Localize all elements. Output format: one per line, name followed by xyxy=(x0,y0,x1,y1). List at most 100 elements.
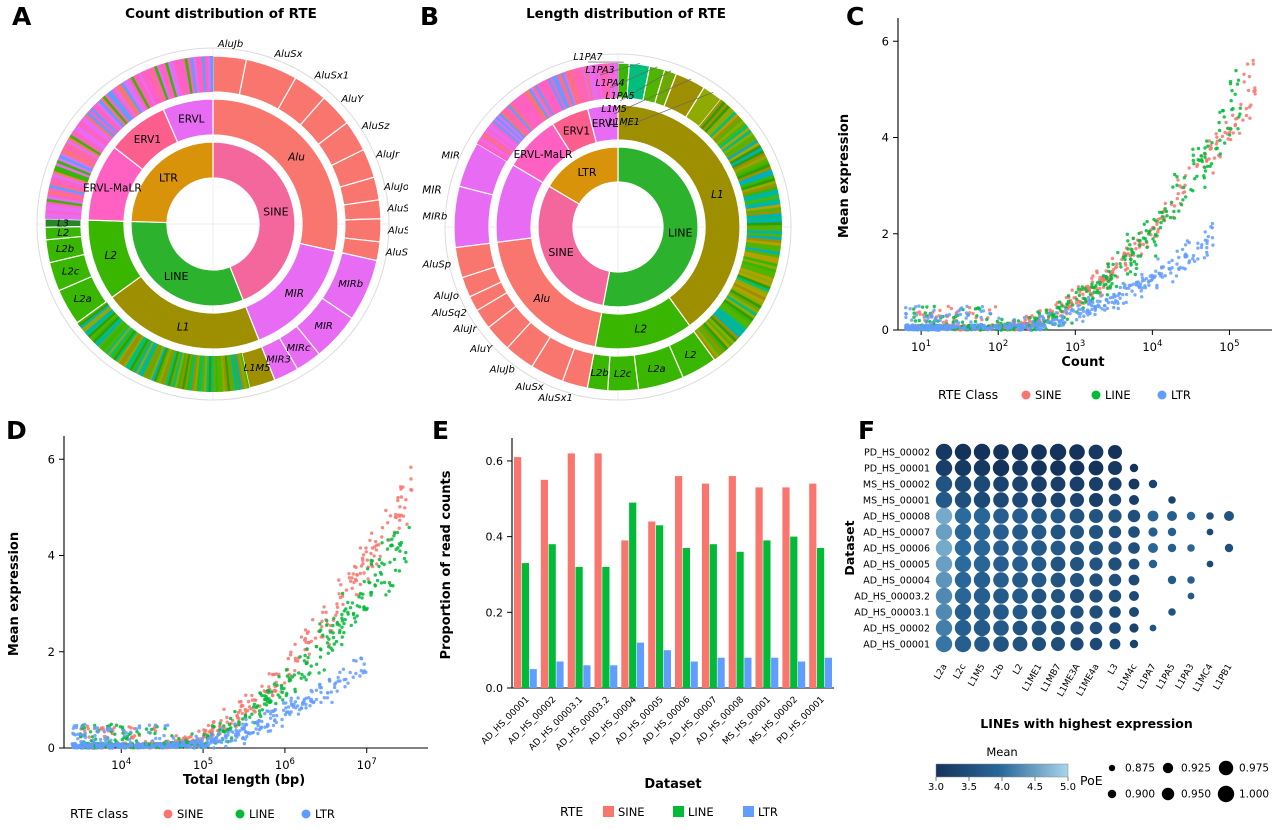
svg-text:ERVL: ERVL xyxy=(592,118,619,130)
svg-text:Total length (bp): Total length (bp) xyxy=(183,773,305,788)
svg-text:AluJb: AluJb xyxy=(489,364,515,375)
svg-text:103: 103 xyxy=(1065,339,1085,354)
svg-text:LINE: LINE xyxy=(668,226,693,239)
svg-text:Count: Count xyxy=(1061,355,1104,370)
svg-text:AluJo: AluJo xyxy=(433,291,459,302)
svg-text:Dataset: Dataset xyxy=(644,777,701,792)
svg-text:L1PA4: L1PA4 xyxy=(595,78,624,89)
svg-text:Dataset: Dataset xyxy=(842,520,857,575)
svg-text:SINE: SINE xyxy=(1035,388,1062,402)
svg-text:ERV1: ERV1 xyxy=(134,134,161,146)
svg-text:LTR: LTR xyxy=(315,807,335,821)
svg-text:MIRc: MIRc xyxy=(286,343,311,354)
svg-text:AD_HS_00002: AD_HS_00002 xyxy=(507,695,559,747)
svg-text:AluSp: AluSp xyxy=(387,226,408,237)
svg-text:0.975: 0.975 xyxy=(1239,763,1269,775)
panel-a-count-distribution-sunburst: Count distribution of RTE SINE LINE LTR Alu M… xyxy=(36,6,408,401)
svg-text:AluSq2: AluSq2 xyxy=(386,204,408,215)
svg-text:SINE: SINE xyxy=(177,807,204,821)
svg-text:LINE: LINE xyxy=(249,807,275,821)
svg-text:L2: L2 xyxy=(104,250,117,262)
svg-text:2: 2 xyxy=(882,227,889,241)
svg-text:104: 104 xyxy=(111,757,131,772)
svg-text:L2b: L2b xyxy=(990,662,1007,681)
svg-text:AluSz: AluSz xyxy=(361,121,390,132)
panel-f-line-expression-dotplot: PD_HS_00002 PD_HS_00001 MS_HS_00002 MS_HS_0… xyxy=(842,443,1269,803)
svg-text:AD_HS_00005: AD_HS_00005 xyxy=(863,560,930,571)
svg-text:AluSq2: AluSq2 xyxy=(431,308,467,319)
svg-text:AD_HS_00001: AD_HS_00001 xyxy=(863,640,930,651)
svg-text:102: 102 xyxy=(988,339,1008,354)
svg-text:LTR: LTR xyxy=(578,166,597,179)
svg-text:L1M5: L1M5 xyxy=(244,363,271,374)
svg-text:L2a: L2a xyxy=(648,364,666,375)
svg-text:6: 6 xyxy=(882,34,889,48)
panel-letter-a: A xyxy=(12,2,32,31)
svg-text:L1PA5: L1PA5 xyxy=(605,91,634,102)
svg-text:AluY: AluY xyxy=(340,94,364,105)
svg-text:3.0: 3.0 xyxy=(928,782,944,793)
svg-text:0.4: 0.4 xyxy=(486,531,504,544)
svg-text:L1PB1: L1PB1 xyxy=(1212,663,1235,692)
svg-text:SINE: SINE xyxy=(618,805,645,819)
svg-text:AD_HS_00006: AD_HS_00006 xyxy=(641,695,693,747)
svg-text:6: 6 xyxy=(48,452,55,466)
svg-text:MIR: MIR xyxy=(285,288,304,300)
svg-text:L2b: L2b xyxy=(590,368,608,379)
svg-text:L1M4c: L1M4c xyxy=(1116,662,1139,692)
svg-text:Mean expression: Mean expression xyxy=(837,114,852,238)
svg-text:LINEs with highest expression: LINEs with highest expression xyxy=(980,716,1193,731)
svg-text:LTR: LTR xyxy=(758,805,778,819)
svg-text:0.0: 0.0 xyxy=(486,682,504,695)
svg-text:PD_HS_00002: PD_HS_00002 xyxy=(864,448,930,459)
svg-text:106: 106 xyxy=(275,757,295,772)
svg-text:MIR: MIR xyxy=(314,321,333,332)
svg-text:101: 101 xyxy=(911,339,931,354)
svg-text:AluSz6: AluSz6 xyxy=(385,247,408,258)
svg-text:AD_HS_00008: AD_HS_00008 xyxy=(694,695,746,747)
svg-text:3.5: 3.5 xyxy=(961,782,977,793)
svg-text:AluSx1: AluSx1 xyxy=(314,70,350,81)
svg-text:ERV1: ERV1 xyxy=(563,126,590,138)
svg-text:ERVL-MaLR: ERVL-MaLR xyxy=(514,149,573,161)
svg-text:ERVL-MaLR: ERVL-MaLR xyxy=(83,182,142,194)
panel-b-length-distribution-sunburst: Length distribution of RTE LINE SINE LTR L1 L… xyxy=(421,6,792,404)
svg-text:AluJr: AluJr xyxy=(453,324,478,335)
svg-text:Proportion of read counts: Proportion of read counts xyxy=(439,470,454,659)
svg-text:0.875: 0.875 xyxy=(1125,763,1155,775)
svg-text:PD_HS_00001: PD_HS_00001 xyxy=(775,695,826,746)
svg-text:MIR3: MIR3 xyxy=(266,354,291,365)
svg-text:ERVL: ERVL xyxy=(178,114,205,126)
svg-text:AD_HS_00003.2: AD_HS_00003.2 xyxy=(854,592,930,603)
svg-text:0.950: 0.950 xyxy=(1181,789,1211,801)
svg-text:AD_HS_00006: AD_HS_00006 xyxy=(863,544,930,555)
svg-text:AluJo: AluJo xyxy=(383,182,408,193)
svg-text:Mean: Mean xyxy=(986,745,1017,759)
svg-text:0.900: 0.900 xyxy=(1125,789,1155,801)
svg-text:RTE class: RTE class xyxy=(70,806,128,821)
svg-text:MS_HS_00002: MS_HS_00002 xyxy=(748,695,800,747)
svg-text:LINE: LINE xyxy=(164,270,189,283)
svg-text:AD_HS_00004: AD_HS_00004 xyxy=(587,695,639,747)
panel-letter-c: C xyxy=(846,2,865,31)
svg-text:1.000: 1.000 xyxy=(1239,789,1269,801)
svg-text:L2: L2 xyxy=(685,350,697,361)
svg-text:2: 2 xyxy=(48,645,55,659)
svg-text:AD_HS_00001: AD_HS_00001 xyxy=(480,695,532,747)
svg-text:L1M5: L1M5 xyxy=(967,663,988,689)
svg-text:5.0: 5.0 xyxy=(1060,782,1076,793)
svg-text:0.6: 0.6 xyxy=(486,455,504,468)
svg-text:AD_HS_00007: AD_HS_00007 xyxy=(668,695,720,747)
svg-text:LTR: LTR xyxy=(1171,388,1191,402)
svg-text:4.5: 4.5 xyxy=(1027,782,1043,793)
svg-text:L1PA7: L1PA7 xyxy=(573,52,602,63)
svg-text:LINE: LINE xyxy=(1105,388,1131,402)
svg-text:0: 0 xyxy=(48,741,55,755)
svg-text:4: 4 xyxy=(48,549,55,563)
svg-text:AluJb: AluJb xyxy=(217,39,243,50)
svg-text:0.925: 0.925 xyxy=(1181,763,1211,775)
svg-text:L3: L3 xyxy=(1107,663,1121,677)
svg-text:MIR: MIR xyxy=(422,184,441,196)
svg-text:L3: L3 xyxy=(57,219,69,230)
panel-c-expression-vs-count-scatter: 101 102 103 104 105 0 2 4 6 Count Mean expression R… xyxy=(837,18,1272,402)
